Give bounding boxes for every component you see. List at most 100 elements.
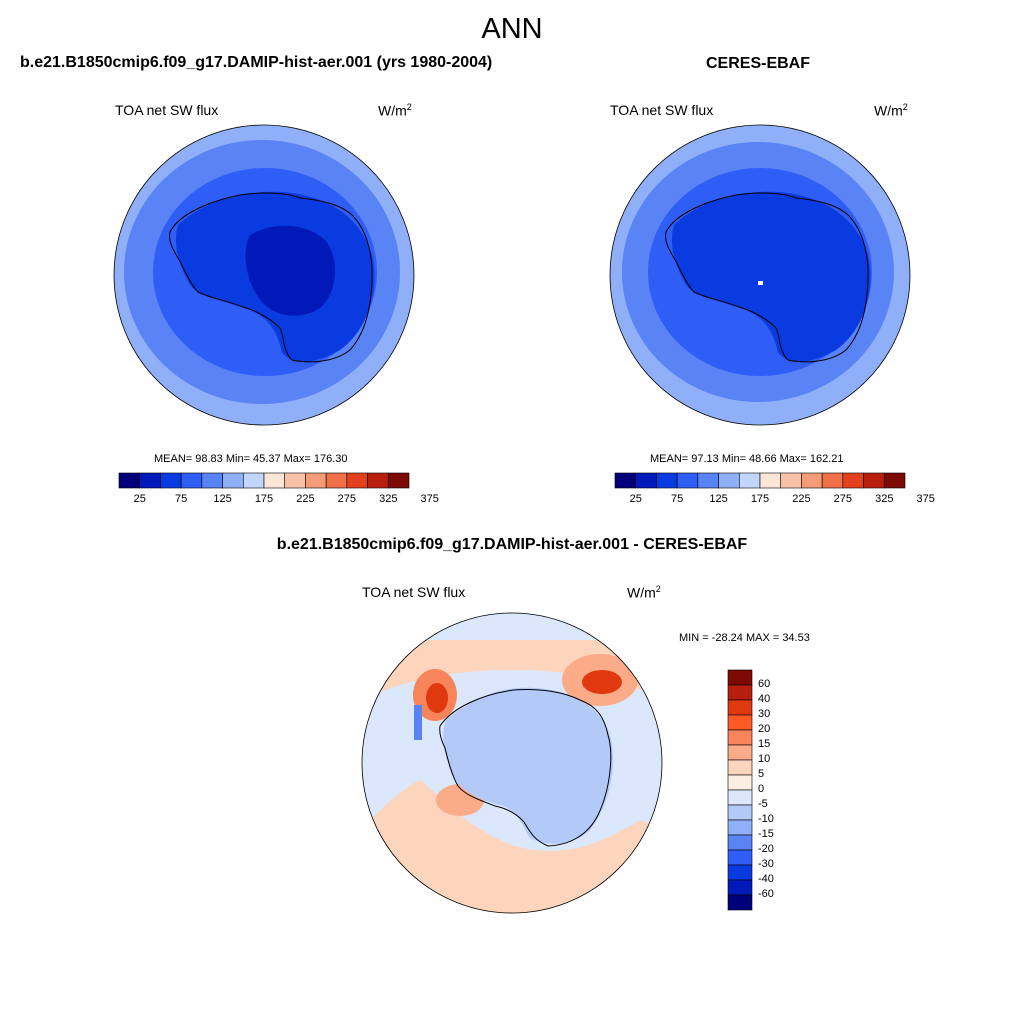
colorbar-1-tick-label: 125 (213, 493, 232, 505)
colorbar-2 (614, 472, 906, 489)
colorbar-3-swatch (727, 714, 753, 731)
colorbar-2-swatch (718, 472, 740, 489)
colorbar-2-tick-label: 275 (833, 493, 853, 505)
colorbar-1-tick-label: 325 (379, 493, 398, 505)
colorbar-1-swatch (387, 472, 410, 489)
map-1-core (245, 225, 336, 316)
colorbar-2-swatch (821, 472, 844, 489)
map-1-model (114, 125, 414, 425)
colorbar-2-swatch (883, 472, 906, 489)
colorbar-1-swatch (346, 472, 368, 489)
panel-2-title: CERES-EBAF (706, 55, 811, 72)
colorbar-3-swatch (727, 804, 753, 821)
colorbar-1-tick-label: 375 (420, 493, 439, 505)
panel-3-title: b.e21.B1850cmip6.f09_g17.DAMIP-hist-aer.… (276, 536, 748, 553)
colorbar-1-swatch (180, 472, 203, 489)
map-2-core (671, 191, 871, 362)
colorbar-2-swatch (801, 472, 823, 489)
map-3-cool-streak (414, 705, 422, 740)
colorbar-3-swatch (727, 849, 753, 866)
colorbar-2-tick-label: 125 (709, 493, 728, 505)
colorbar-3-tick-label: 15 (758, 738, 771, 750)
colorbar-1-tick-label: 225 (296, 493, 315, 505)
map-3-difference (362, 613, 662, 913)
colorbar-1-tick-label: 75 (175, 493, 188, 505)
panel-2-stats: MEAN= 97.13 Min= 48.66 Max= 162.21 (650, 453, 844, 465)
panel-2-variable-label: TOA net SW flux (610, 102, 714, 118)
colorbar-1-swatch (305, 472, 327, 489)
panel-1-units-label: W/m2 (378, 102, 412, 119)
panel-3-units-label: W/m2 (627, 584, 661, 601)
colorbar-1 (118, 472, 410, 489)
map-2-observations (610, 125, 910, 425)
panel-1-variable-label: TOA net SW flux (115, 102, 219, 118)
panel-1-title: b.e21.B1850cmip6.f09_g17.DAMIP-hist-aer.… (20, 54, 493, 71)
colorbar-3-tick-label: 20 (758, 723, 771, 735)
colorbar-1-swatch (325, 472, 348, 489)
colorbar-3-swatch (727, 834, 753, 851)
colorbar-3-swatch (727, 774, 753, 791)
panel-1-stats: MEAN= 98.83 Min= 45.37 Max= 176.30 (154, 453, 348, 465)
colorbar-3-tick-label: -60 (758, 888, 774, 900)
colorbar-2-swatch (656, 472, 678, 489)
colorbar-3 (727, 669, 753, 911)
colorbar-1-swatch (222, 472, 244, 489)
colorbar-3-tick-label: 10 (758, 753, 771, 765)
colorbar-1-swatch (263, 472, 286, 489)
colorbar-3-tick-label: 60 (758, 678, 771, 690)
colorbar-1-swatch (201, 472, 223, 489)
colorbar-1-swatch (284, 472, 306, 489)
colorbar-3-swatch (727, 789, 753, 806)
colorbar-3-tick-label: 5 (758, 768, 765, 780)
map-3-coastline (439, 689, 612, 847)
colorbar-2-tick-label: 325 (875, 493, 894, 505)
colorbar-1-tick-label: 275 (337, 493, 357, 505)
colorbar-3-tick-label: 30 (758, 708, 771, 720)
panel-3-variable-label: TOA net SW flux (362, 584, 466, 600)
colorbar-2-tick-label: 175 (750, 493, 770, 505)
colorbar-3-tick-label: -40 (758, 873, 774, 885)
colorbar-2-swatch (759, 472, 782, 489)
map-3-antarctica-cool (443, 687, 614, 844)
map-1-border (113, 124, 415, 426)
colorbar-1-swatch (242, 472, 265, 489)
colorbar-2-swatch (738, 472, 761, 489)
colorbar-2-swatch (842, 472, 864, 489)
colorbar-3-swatch (727, 894, 753, 911)
colorbar-3-swatch (727, 744, 753, 761)
map-3-south-warm (362, 780, 662, 913)
colorbar-1-swatch (139, 472, 161, 489)
colorbar-1-swatch (118, 472, 141, 489)
map-2-missing-data (758, 281, 763, 285)
map-2-coastline (665, 192, 869, 363)
colorbar-2-swatch (780, 472, 802, 489)
colorbar-3-tick-label: 0 (758, 783, 765, 795)
colorbar-2-tick-label: 375 (916, 493, 935, 505)
colorbar-3-swatch (727, 684, 753, 701)
colorbar-3-swatch (727, 669, 753, 686)
colorbar-2-tick-label: 225 (792, 493, 811, 505)
colorbar-3-swatch (727, 879, 753, 896)
colorbar-2-swatch (697, 472, 719, 489)
figure-title: ANN (481, 13, 543, 45)
colorbar-3-swatch (727, 759, 753, 776)
colorbar-3-swatch (727, 819, 753, 836)
colorbar-2-swatch (676, 472, 699, 489)
colorbar-2-swatch (863, 472, 885, 489)
colorbar-1-swatch (160, 472, 182, 489)
colorbar-1-tick-label: 25 (133, 493, 146, 505)
colorbar-3-swatch (727, 699, 753, 716)
panel-2-units-label: W/m2 (874, 102, 908, 119)
colorbar-2-tick-label: 75 (671, 493, 684, 505)
colorbar-3-swatch (727, 864, 753, 881)
colorbar-1-swatch (367, 472, 389, 489)
colorbar-1-tick-label: 175 (254, 493, 274, 505)
colorbar-2-tick-label: 25 (629, 493, 642, 505)
panel-3-stats: MIN = -28.24 MAX = 34.53 (679, 632, 810, 644)
colorbar-2-swatch (614, 472, 637, 489)
map-3-warm-core-west (426, 683, 448, 713)
colorbar-3-swatch (727, 729, 753, 746)
map-1-coastline (169, 192, 373, 363)
map-3-border (361, 612, 663, 914)
